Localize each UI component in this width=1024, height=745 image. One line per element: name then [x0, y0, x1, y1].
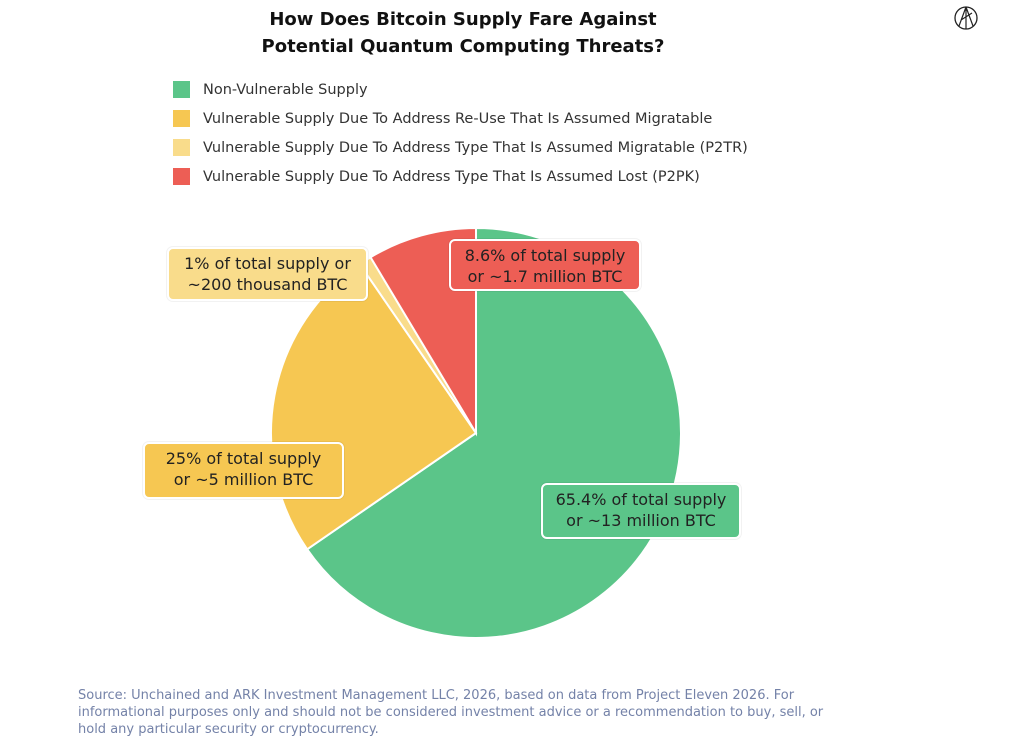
data-label-line: 1% of total supply or: [184, 254, 351, 273]
data-label-line: or ~5 million BTC: [173, 470, 314, 489]
source-note: Source: Unchained and ARK Investment Man…: [78, 688, 824, 737]
data-label: 65.4% of total supply or ~13 million BTC: [541, 483, 741, 539]
data-label: 8.6% of total supply or ~1.7 million BTC: [449, 239, 641, 291]
data-label-line: 65.4% of total supply: [555, 490, 727, 509]
data-label: 1% of total supply or ~200 thousand BTC: [167, 247, 368, 301]
legend-label: Vulnerable Supply Due To Address Type Th…: [203, 168, 700, 185]
data-label: 25% of total supply or ~5 million BTC: [143, 442, 344, 499]
legend-swatch: [173, 81, 190, 98]
data-label-line: or ~1.7 million BTC: [467, 267, 623, 286]
legend: Non-Vulnerable Supply Vulnerable Supply D…: [173, 75, 748, 191]
legend-swatch: [173, 139, 190, 156]
title-line-1: How Does Bitcoin Supply Fare Against: [269, 9, 657, 30]
data-label-line: 8.6% of total supply: [464, 246, 626, 265]
legend-item: Non-Vulnerable Supply: [173, 75, 748, 104]
legend-item: Vulnerable Supply Due To Address Type Th…: [173, 133, 748, 162]
data-label-line: or ~13 million BTC: [566, 511, 716, 530]
legend-label: Vulnerable Supply Due To Address Type Th…: [203, 139, 748, 156]
legend-item: Vulnerable Supply Due To Address Type Th…: [173, 162, 748, 191]
title-line-2: Potential Quantum Computing Threats?: [261, 36, 665, 57]
legend-label: Non-Vulnerable Supply: [203, 81, 368, 98]
ark-logo-icon: [954, 6, 978, 30]
legend-swatch: [173, 168, 190, 185]
data-label-line: 25% of total supply: [165, 449, 322, 468]
chart-title: How Does Bitcoin Supply Fare Against Pot…: [0, 6, 926, 60]
legend-swatch: [173, 110, 190, 127]
legend-label: Vulnerable Supply Due To Address Re-Use …: [203, 110, 713, 127]
data-label-line: ~200 thousand BTC: [187, 275, 348, 294]
legend-item: Vulnerable Supply Due To Address Re-Use …: [173, 104, 748, 133]
